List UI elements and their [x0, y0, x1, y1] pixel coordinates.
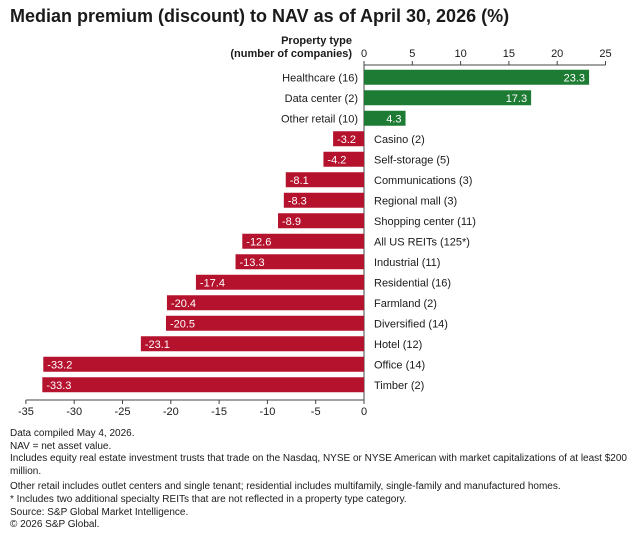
bar-value-label: 17.3 — [506, 93, 527, 105]
chart-title: Median premium (discount) to NAV as of A… — [10, 6, 510, 26]
bar — [283, 192, 364, 208]
top-tick-label: 20 — [551, 48, 563, 60]
bar-value-label: 4.3 — [386, 113, 401, 125]
bottom-tick-label: -20 — [163, 406, 179, 418]
bottom-tick-label: -10 — [259, 406, 275, 418]
top-tick-label: 10 — [454, 48, 466, 60]
category-label: Residential (16) — [374, 277, 451, 289]
bar — [333, 131, 364, 147]
bar — [235, 254, 364, 270]
bar-value-label: -13.3 — [240, 257, 265, 269]
category-header-line1: Property type — [281, 35, 352, 47]
bar — [140, 336, 364, 352]
bottom-tick-label: -30 — [66, 406, 82, 418]
bar — [42, 377, 365, 393]
category-label: Diversified (14) — [374, 318, 448, 330]
bar — [43, 356, 365, 372]
category-header-line2: (number of companies) — [230, 48, 352, 60]
bar — [364, 69, 590, 85]
bar — [195, 274, 364, 290]
bar — [165, 315, 364, 331]
bottom-tick-label: -35 — [18, 406, 34, 418]
footnote-source: Source: S&P Global Market Intelligence. — [10, 506, 189, 518]
bar-value-label: -8.9 — [282, 216, 301, 228]
category-label: Self-storage (5) — [374, 154, 450, 166]
bar-value-label: -4.2 — [327, 154, 346, 166]
bottom-tick-label: -15 — [211, 406, 227, 418]
category-label: Office (14) — [374, 359, 425, 371]
category-label: Other retail (10) — [281, 113, 358, 125]
top-tick-label: 0 — [361, 48, 367, 60]
bar-value-label: -20.5 — [170, 318, 195, 330]
bar-value-label: 23.3 — [564, 72, 585, 84]
footnotes: Data compiled May 4, 2026. NAV = net ass… — [10, 428, 635, 532]
footnote-specialty: * Includes two additional specialty REIT… — [10, 493, 407, 505]
top-axis: 0 5 10 15 20 25 — [361, 48, 612, 66]
category-label: Industrial (11) — [374, 257, 440, 269]
category-label: Regional mall (3) — [374, 195, 457, 207]
footnote-nav: NAV = net asset value. — [10, 440, 112, 452]
category-label: Healthcare (16) — [282, 72, 358, 84]
footnote-compiled: Data compiled May 4, 2026. — [10, 428, 135, 439]
category-label: Hotel (12) — [374, 339, 422, 351]
bars-group: 23.3 Healthcare (16) 17.3 Data center (2) 4.… — [42, 69, 590, 393]
top-tick-label: 25 — [599, 48, 611, 60]
bar-value-label: -33.3 — [46, 380, 71, 392]
category-label: Timber (2) — [374, 380, 424, 392]
category-label: Casino (2) — [374, 134, 425, 146]
bar — [323, 151, 364, 167]
bar — [364, 110, 406, 126]
bottom-tick-label: 0 — [361, 406, 367, 418]
bar — [364, 90, 532, 106]
category-label: All US REITs (125*) — [374, 236, 470, 248]
bar-value-label: -23.1 — [145, 339, 170, 351]
category-label: Farmland (2) — [374, 298, 437, 310]
top-tick-label: 5 — [409, 48, 415, 60]
category-label: Data center (2) — [285, 93, 358, 105]
footnote-other-retail: Other retail includes outlet centers and… — [10, 481, 561, 493]
bar-value-label: -20.4 — [171, 298, 196, 310]
footnote-includes: Includes equity real estate investment t… — [10, 453, 627, 477]
bar-value-label: -8.3 — [288, 195, 307, 207]
bar-value-label: -3.2 — [337, 134, 356, 146]
top-tick-label: 15 — [503, 48, 515, 60]
bar — [285, 172, 364, 188]
bottom-tick-label: -25 — [115, 406, 131, 418]
bar — [278, 213, 364, 229]
bottom-tick-label: -5 — [311, 406, 321, 418]
bar-value-label: -12.6 — [246, 236, 271, 248]
bar — [242, 233, 364, 249]
bar-value-label: -33.2 — [47, 359, 72, 371]
footnote-copyright: © 2026 S&P Global. — [10, 519, 100, 531]
bar-value-label: -17.4 — [200, 277, 225, 289]
bar-value-label: -8.1 — [290, 175, 309, 187]
bar-chart: Property type (number of companies) 0 5 10… — [18, 35, 612, 418]
category-label: Shopping center (11) — [374, 216, 476, 228]
bar — [166, 295, 364, 311]
category-label: Communications (3) — [374, 175, 472, 187]
bottom-axis: -35 -30 -25 -20 -15 -10 -5 0 — [18, 65, 367, 418]
